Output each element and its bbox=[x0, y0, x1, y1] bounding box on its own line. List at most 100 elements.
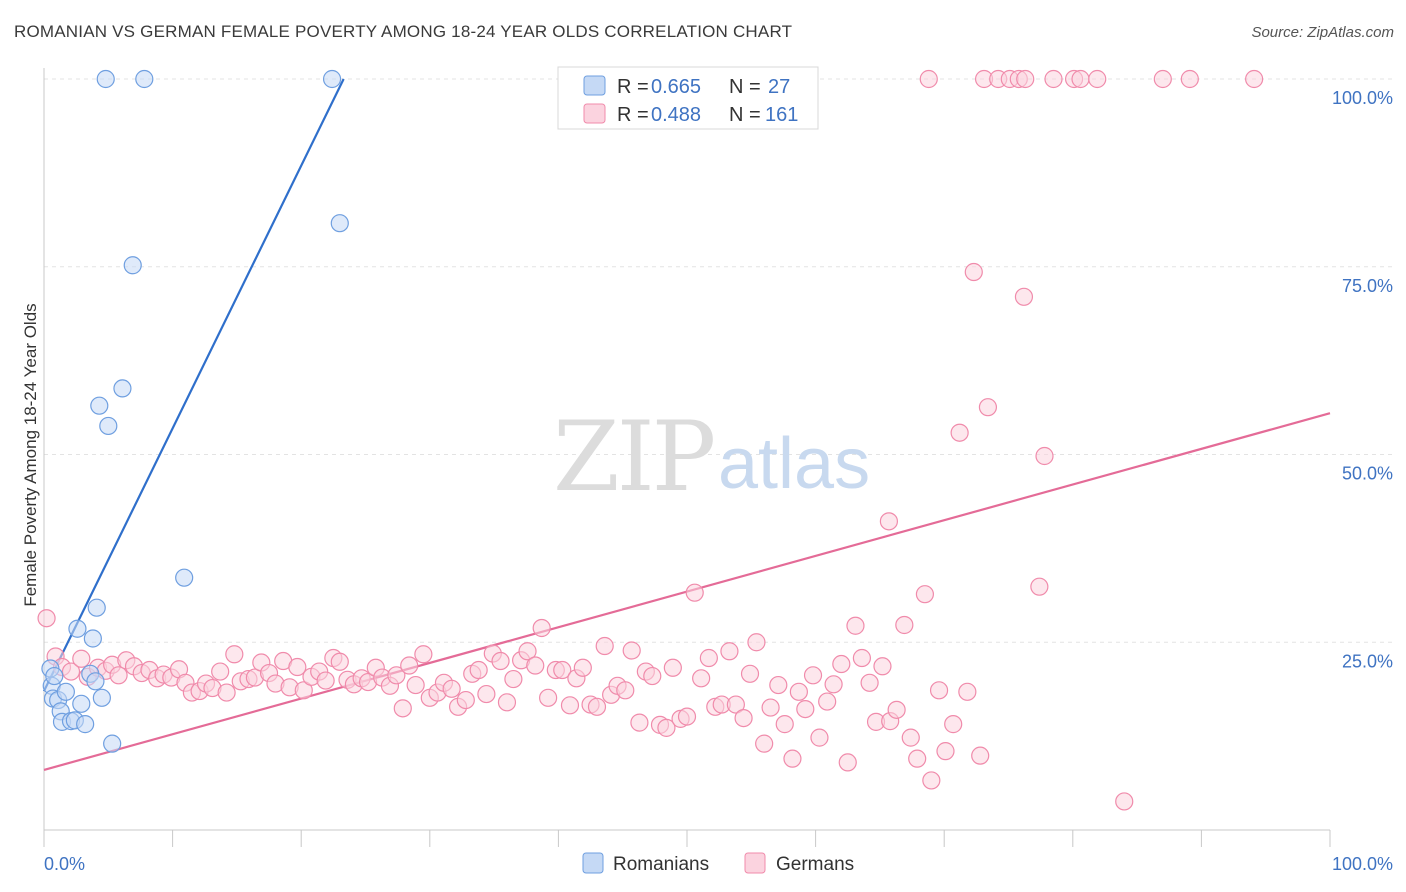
germans-r-label: R = bbox=[617, 104, 649, 126]
germans-point bbox=[915, 585, 935, 604]
germans-point bbox=[936, 742, 955, 761]
germans-point bbox=[958, 682, 977, 701]
germans-point bbox=[692, 669, 711, 688]
romanians-r-value: 0.665 bbox=[651, 76, 701, 98]
germans-point bbox=[109, 666, 128, 685]
germans-point bbox=[1014, 287, 1034, 306]
romanians-point bbox=[76, 715, 95, 734]
germans-point bbox=[1115, 792, 1134, 811]
germans-point bbox=[1071, 69, 1090, 89]
germans-point bbox=[630, 713, 649, 732]
germans-point bbox=[663, 658, 682, 677]
germans-point bbox=[616, 681, 635, 700]
germans-point bbox=[406, 675, 425, 695]
series-legend: Romanians Germans bbox=[582, 852, 854, 875]
germans-point bbox=[895, 615, 914, 635]
germans-point bbox=[225, 645, 244, 664]
germans-point bbox=[1044, 69, 1063, 89]
germans-n-value: 161 bbox=[765, 104, 798, 126]
germans-point bbox=[720, 642, 739, 661]
romanians-point bbox=[322, 69, 342, 89]
germans-point bbox=[747, 633, 766, 652]
germans-point bbox=[761, 698, 780, 717]
germans-point bbox=[477, 684, 496, 704]
germans-point bbox=[978, 398, 998, 417]
y-tick-label: 100.0% bbox=[1332, 88, 1393, 108]
y-tick-label: 50.0% bbox=[1342, 464, 1393, 484]
germans-point bbox=[796, 699, 815, 719]
romanians-trend-line bbox=[43, 78, 345, 692]
germans-point bbox=[971, 746, 990, 765]
germans-point bbox=[573, 658, 592, 677]
germans-point bbox=[491, 651, 510, 671]
germans-point bbox=[740, 664, 760, 683]
germans-r-value: 0.488 bbox=[651, 104, 701, 126]
romanians-n-label: N = bbox=[729, 76, 761, 98]
germans-point bbox=[755, 734, 774, 753]
watermark-zip: ZIP bbox=[553, 401, 714, 513]
watermark-atlas: atlas bbox=[718, 424, 870, 504]
germans-point bbox=[553, 660, 572, 680]
germans-point bbox=[414, 645, 433, 664]
germans-point bbox=[1030, 577, 1049, 596]
germans-point bbox=[518, 642, 537, 661]
romanians-point bbox=[90, 396, 109, 415]
germans-point bbox=[908, 749, 927, 768]
germans-point bbox=[622, 641, 641, 660]
germans-point bbox=[1088, 69, 1107, 89]
germans-point bbox=[873, 657, 892, 676]
germans-point bbox=[887, 700, 906, 719]
romanians-point bbox=[72, 694, 91, 713]
germans-point bbox=[469, 660, 488, 680]
data-points bbox=[37, 69, 1264, 811]
germans-point bbox=[387, 666, 406, 685]
germans-point bbox=[846, 616, 865, 635]
romanians-point bbox=[99, 416, 118, 436]
germans-point bbox=[526, 656, 545, 675]
germans-point bbox=[769, 675, 788, 695]
germans-point bbox=[860, 673, 879, 692]
germans-point bbox=[316, 671, 335, 690]
germans-point bbox=[539, 688, 558, 707]
germans-point bbox=[657, 718, 676, 737]
y-tick-label: 75.0% bbox=[1342, 276, 1393, 296]
romanians-point bbox=[330, 214, 349, 233]
germans-point bbox=[393, 699, 412, 718]
chart-grid bbox=[44, 78, 1392, 643]
germans-point bbox=[919, 69, 938, 89]
germans-point bbox=[294, 681, 313, 700]
germans-point bbox=[330, 652, 349, 671]
germans-point bbox=[1035, 446, 1054, 466]
chart-source: Source: ZipAtlas.com bbox=[1251, 24, 1394, 41]
germans-point bbox=[929, 681, 949, 700]
romanians-legend-label: Romanians bbox=[613, 854, 709, 875]
romanians-swatch bbox=[583, 75, 606, 96]
germans-point bbox=[587, 697, 607, 716]
germans-point bbox=[677, 707, 697, 726]
germans-point bbox=[734, 709, 753, 728]
germans-point bbox=[456, 690, 475, 710]
romanians-point bbox=[113, 379, 132, 398]
romanians-point bbox=[68, 619, 87, 638]
germans-point bbox=[775, 715, 794, 734]
germans-point bbox=[879, 512, 899, 531]
chart-axes bbox=[43, 68, 1331, 847]
germans-legend-label: Germans bbox=[776, 854, 854, 875]
chart-title: ROMANIAN VS GERMAN FEMALE POVERTY AMONG … bbox=[14, 22, 793, 41]
stats-legend: R = 0.665 N = 27 R = 0.488 N = 161 bbox=[557, 66, 819, 130]
germans-point bbox=[61, 662, 81, 681]
germans-point bbox=[497, 693, 517, 712]
germans-point bbox=[643, 666, 662, 686]
x-tick-label-min: 0.0% bbox=[44, 854, 85, 874]
romanians-point bbox=[123, 256, 142, 275]
y-axis-title: Female Poverty Among 18-24 Year Olds bbox=[21, 303, 40, 606]
germans-point bbox=[400, 656, 419, 675]
germans-point bbox=[532, 618, 551, 638]
germans-point bbox=[1016, 69, 1035, 89]
germans-point bbox=[803, 666, 823, 685]
romanians-point bbox=[175, 568, 194, 587]
romanians-point bbox=[86, 672, 105, 691]
germans-point bbox=[901, 728, 920, 747]
germans-point bbox=[1180, 69, 1199, 89]
germans-point bbox=[685, 583, 704, 602]
